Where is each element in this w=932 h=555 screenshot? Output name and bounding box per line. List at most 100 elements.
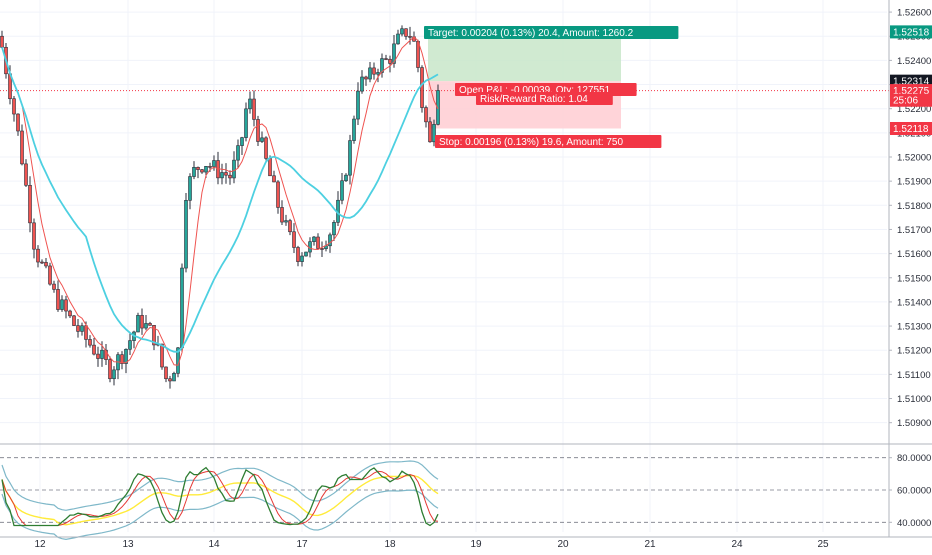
candle-body [16,113,20,132]
candle-body [20,130,24,165]
candle-body [224,172,228,176]
position-labels: Target: 0.00204 (0.13%) 20.4, Amount: 12… [424,26,679,148]
candle-body [388,58,392,64]
osc-tick-label: 40.0000 [897,518,931,529]
price-tick-label: 1.51300 [897,322,931,333]
candle-body [364,76,368,80]
candle-body [296,247,300,262]
price-tick-label: 1.52000 [897,152,931,163]
candle-body [160,343,164,368]
time-tick-label: 21 [644,539,656,550]
candle-body [80,325,84,332]
candle-body [140,315,144,329]
candle-body [432,124,436,143]
candle-body [168,378,172,382]
candle-body [332,222,336,236]
candle-body [320,248,324,250]
candle-body [268,158,272,177]
candle-body [404,28,408,37]
candle-body [24,163,28,186]
candle-body [72,315,76,326]
candle-body [52,283,56,290]
candle-body [88,339,92,346]
candle-body [120,354,124,364]
time-tick-label: 14 [208,539,220,550]
candle-body [400,28,404,35]
price-tick-label: 1.52200 [897,104,931,115]
candle-body [348,140,352,176]
moving-averages [1,36,439,366]
osc-upper-band [1,460,439,511]
candle-body [56,289,60,310]
candle-body [424,107,428,123]
candle-body [240,137,244,146]
osc-main-line [1,466,439,527]
candle-body [112,369,116,380]
oscillator-pane: 80.0000 60.0000 40.0000 [0,453,931,541]
candle-body [384,58,388,60]
candle-body [420,67,424,108]
risk-reward-label-bg [476,92,613,105]
candle-body [184,200,188,269]
candle-body [292,231,296,248]
candle-body [276,181,280,208]
candle-body [44,262,48,267]
profit-zone [428,31,621,82]
price-tick-label: 1.51200 [897,346,931,357]
candle-body [92,344,96,355]
candle-body [260,137,264,142]
candle-body [60,299,64,310]
grid [0,0,887,532]
candle-body [220,172,224,179]
candle-body [392,43,396,64]
osc-lower-band [1,489,439,541]
candle-body [328,234,332,247]
candles [0,25,440,389]
candle-body [304,251,308,257]
candle-body [204,166,208,173]
risk-reward-label: Risk/Reward Ratio: 1.04 [480,94,588,105]
candle-body [264,137,268,159]
candle-body [232,159,236,179]
price-tick-label: 1.51500 [897,273,931,284]
candle-body [244,108,248,138]
candle-body [340,180,344,201]
price-tick-label: 1.51100 [897,370,931,381]
target-label-bg [424,26,679,39]
time-tick-label: 20 [557,539,569,550]
ma-fast-line [1,36,439,366]
candle-body [0,35,4,48]
candle-body [68,310,72,317]
pnl-label: Open P&L: -0.00039, Qty: 127551 [459,85,611,96]
candle-body [228,174,232,179]
target-label: Target: 0.00204 (0.13%) 20.4, Amount: 12… [428,28,634,39]
candle-body [100,349,104,359]
candle-body [28,184,32,224]
price-tag: 1.52314 [893,77,930,88]
candle-body [284,220,288,223]
price-tag-bg [890,93,932,107]
candle-body [148,323,152,326]
price-tag: 1.52118 [893,124,929,135]
candle-body [136,315,140,333]
candle-body [84,325,88,340]
candle-body [436,90,440,125]
candle-body [40,261,44,264]
osc-signal-line [1,470,439,526]
candle-body [236,145,240,161]
candle-body [144,323,148,329]
price-tick-label: 1.51800 [897,201,931,212]
candle-body [316,236,320,249]
time-tick-label: 18 [384,539,396,550]
ma-slow-line [1,47,439,353]
osc-tick-label: 80.0000 [897,453,931,464]
candle-body [380,58,384,73]
price-tag: 25:06 [893,96,918,107]
time-tick-label: 12 [34,539,46,550]
candle-body [272,175,276,183]
candle-body [104,349,108,360]
